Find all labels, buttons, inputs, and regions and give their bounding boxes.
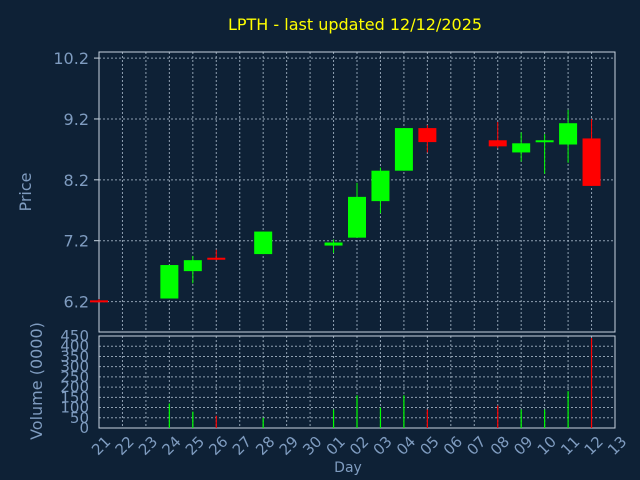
price-tick-label: 6.2	[64, 293, 89, 312]
day-tick-label: 04	[393, 433, 419, 459]
candle-body	[254, 231, 273, 255]
candle-body	[183, 260, 202, 272]
day-axis-label: Day	[334, 460, 362, 476]
candle-body	[371, 170, 390, 202]
candle-body	[418, 128, 437, 143]
volume-tick-label: 100	[60, 399, 89, 417]
day-tick-label: 12	[581, 433, 607, 459]
day-tick-label: 06	[440, 433, 466, 459]
candle-body	[535, 140, 554, 143]
volume-tick-label: 150	[60, 388, 89, 406]
day-tick-label: 21	[88, 433, 114, 459]
day-tick-label: 07	[463, 433, 489, 459]
volume-tick-label: 300	[60, 358, 89, 376]
candle-body	[559, 123, 578, 145]
price-tick-label: 8.2	[64, 171, 89, 190]
volume-tick-label: 450	[60, 327, 89, 345]
candle-body	[582, 138, 601, 186]
candle-body	[394, 128, 413, 171]
price-tick-label: 7.2	[64, 232, 89, 251]
day-tick-label: 28	[252, 433, 278, 459]
volume-tick-label: 0	[79, 419, 89, 437]
day-tick-label: 13	[604, 433, 630, 459]
day-tick-labels: 2122232425262728293001020304050607080910…	[88, 433, 630, 459]
price-panel: 6.2 7.2 8.2 9.2 10.2	[53, 49, 616, 333]
volume-axis-label: Volume (0000)	[27, 322, 46, 440]
volume-tick-label: 50	[70, 409, 89, 427]
day-tick-label: 30	[299, 433, 325, 459]
candle-body	[348, 196, 366, 238]
day-tick-label: 27	[229, 433, 255, 459]
day-tick-label: 08	[487, 433, 513, 459]
day-tick-label: 11	[557, 433, 583, 459]
price-axis-label: Price	[16, 172, 35, 211]
day-tick-label: 01	[323, 433, 349, 459]
chart-title: LPTH - last updated 12/12/2025	[228, 15, 482, 34]
day-tick-label: 03	[370, 433, 396, 459]
volume-tick-label: 400	[60, 337, 89, 355]
volume-tick-label: 350	[60, 347, 89, 365]
price-frame	[98, 51, 616, 333]
day-tick-label: 23	[135, 433, 161, 459]
day-tick-label: 25	[182, 433, 208, 459]
candle-body	[512, 143, 531, 153]
candle-body	[488, 140, 507, 147]
day-tick-label: 09	[510, 433, 536, 459]
price-tick-label: 10.2	[53, 49, 89, 68]
candle-body	[160, 265, 179, 299]
candle-body	[207, 257, 226, 260]
candle-body	[324, 242, 343, 246]
volume-tick-label: 250	[60, 368, 89, 386]
day-tick-label: 24	[158, 433, 184, 459]
candle-body	[90, 300, 108, 303]
price-tick-label: 9.2	[64, 110, 89, 129]
day-tick-label: 29	[276, 433, 302, 459]
volume-tick-label: 200	[60, 378, 89, 396]
day-tick-label: 26	[205, 433, 231, 459]
day-tick-label: 02	[346, 433, 372, 459]
day-tick-label: 22	[112, 433, 138, 459]
day-tick-label: 10	[534, 433, 560, 459]
day-tick-label: 05	[416, 433, 442, 459]
